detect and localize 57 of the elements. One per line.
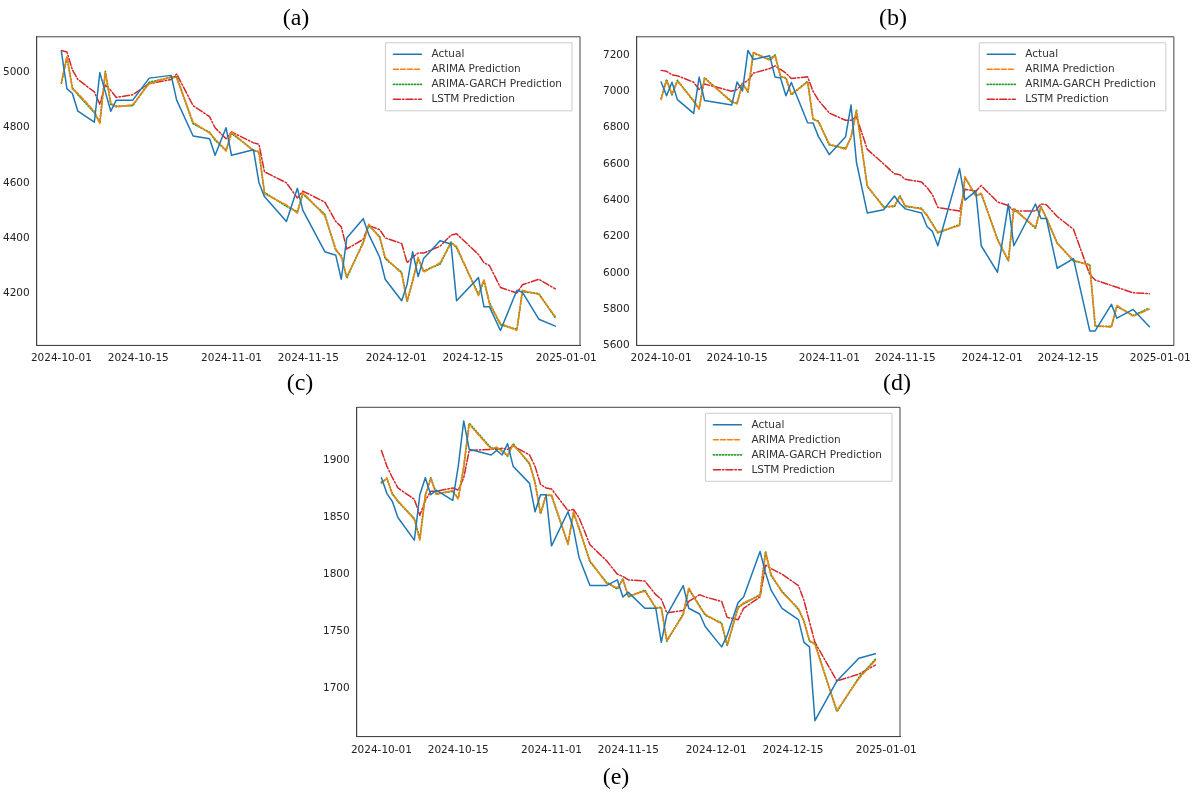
y-tick-label: 5800 bbox=[602, 301, 630, 314]
legend-label: ARIMA-GARCH Prediction bbox=[431, 77, 563, 90]
x-tick-label: 2024-11-15 bbox=[277, 351, 339, 364]
x-tick-label: 2024-10-15 bbox=[107, 351, 169, 364]
text: (d) bbox=[883, 369, 911, 396]
x-tick-label: 2025-01-01 bbox=[535, 351, 597, 364]
legend-label: Actual bbox=[1025, 47, 1059, 60]
y-tick-label: 4200 bbox=[2, 285, 30, 298]
legend-label: LSTM Prediction bbox=[751, 462, 835, 475]
y-tick-label: 4600 bbox=[2, 175, 30, 188]
legend-label: ARIMA Prediction bbox=[431, 62, 521, 75]
y-tick-label: 7200 bbox=[602, 47, 630, 60]
y-tick-label: 6600 bbox=[602, 156, 630, 169]
legend-label: Actual bbox=[751, 417, 785, 430]
x-tick-label: 2024-11-01 bbox=[201, 351, 263, 364]
x-tick-label: 2024-11-01 bbox=[521, 742, 583, 755]
y-tick-label: 5000 bbox=[2, 65, 30, 78]
legend-label: ARIMA Prediction bbox=[1025, 62, 1115, 75]
y-tick-label: 6200 bbox=[602, 229, 630, 242]
legend-label: ARIMA-GARCH Prediction bbox=[751, 447, 883, 460]
text: (e) bbox=[602, 762, 630, 789]
x-tick-label: 2024-12-01 bbox=[961, 351, 1023, 364]
x-tick-label: 2024-10-15 bbox=[427, 742, 489, 755]
y-tick-label: 6400 bbox=[602, 192, 630, 205]
y-tick-label: 7000 bbox=[602, 83, 630, 96]
x-tick-label: 2024-10-01 bbox=[350, 742, 412, 755]
x-tick-label: 2024-12-01 bbox=[365, 351, 427, 364]
x-tick-label: 2024-10-15 bbox=[706, 351, 768, 364]
x-tick-label: 2024-11-01 bbox=[798, 351, 860, 364]
y-tick-label: 5600 bbox=[602, 338, 630, 351]
legend-label: Actual bbox=[431, 47, 465, 60]
legend-label: ARIMA Prediction bbox=[751, 432, 841, 445]
text: (c) bbox=[286, 369, 314, 396]
y-tick-label: 1850 bbox=[322, 510, 350, 523]
legend-label: LSTM Prediction bbox=[1025, 92, 1109, 105]
x-tick-label: 2025-01-01 bbox=[855, 742, 917, 755]
x-tick-label: 2025-01-01 bbox=[1129, 351, 1191, 364]
y-tick-label: 6000 bbox=[602, 265, 630, 278]
x-tick-label: 2024-10-01 bbox=[630, 351, 692, 364]
x-tick-label: 2024-11-15 bbox=[597, 742, 659, 755]
x-tick-label: 2024-12-15 bbox=[1037, 351, 1099, 364]
x-tick-label: 2024-11-15 bbox=[874, 351, 936, 364]
x-tick-label: 2024-10-01 bbox=[30, 351, 92, 364]
y-tick-label: 1800 bbox=[322, 566, 350, 579]
y-tick-label: 4400 bbox=[2, 230, 30, 243]
x-tick-label: 2024-12-15 bbox=[762, 742, 824, 755]
y-tick-label: 6800 bbox=[602, 120, 630, 133]
y-tick-label: 4800 bbox=[2, 120, 30, 133]
legend-label: LSTM Prediction bbox=[431, 92, 515, 105]
y-tick-label: 1700 bbox=[322, 680, 350, 693]
legend-label: ARIMA-GARCH Prediction bbox=[1025, 77, 1156, 90]
x-tick-label: 2024-12-01 bbox=[685, 742, 747, 755]
x-tick-label: 2024-12-15 bbox=[442, 351, 504, 364]
y-tick-label: 1900 bbox=[322, 453, 350, 466]
chart-title: (b) bbox=[879, 3, 907, 30]
chart-title: (a) bbox=[282, 3, 310, 30]
y-tick-label: 1750 bbox=[322, 623, 350, 636]
